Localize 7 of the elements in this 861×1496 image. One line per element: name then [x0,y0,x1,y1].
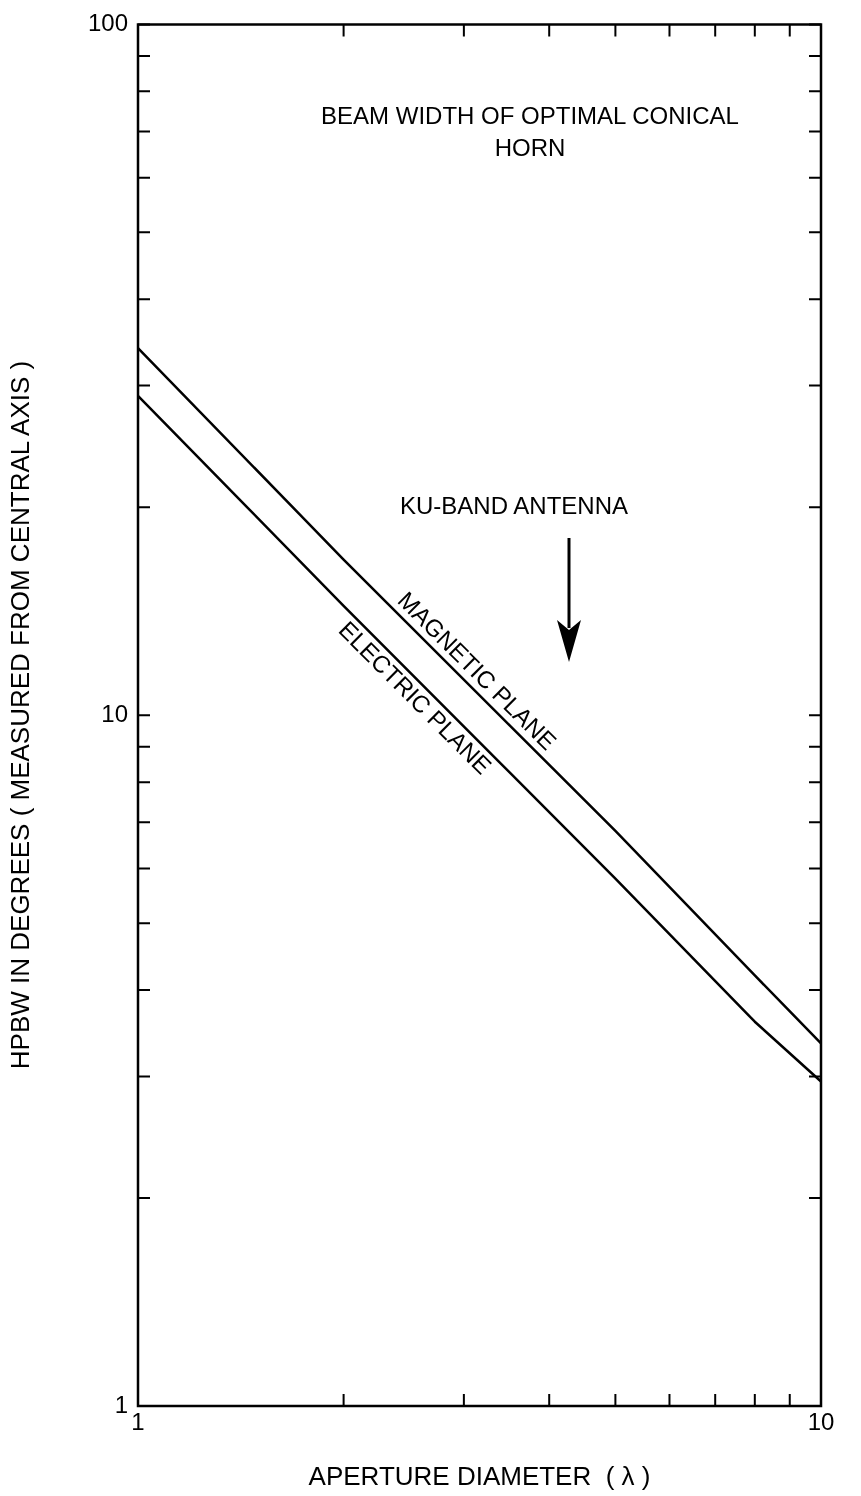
annotation: KU-BAND ANTENNA [400,492,629,520]
y-axis-title: HPBW IN DEGREES ( MEASURED FROM CENTRAL AXIS ) [4,361,36,1070]
text: BEAM WIDTH OF OPTIMAL CONICAL HORN [320,101,740,163]
y-tick-label: 1 [114,1390,128,1418]
x-axis-title: APERTURE DIAMETER ( λ ) [308,1460,651,1492]
y-tick-label: 10 [101,699,128,727]
y-tick-label: 100 [87,9,128,37]
